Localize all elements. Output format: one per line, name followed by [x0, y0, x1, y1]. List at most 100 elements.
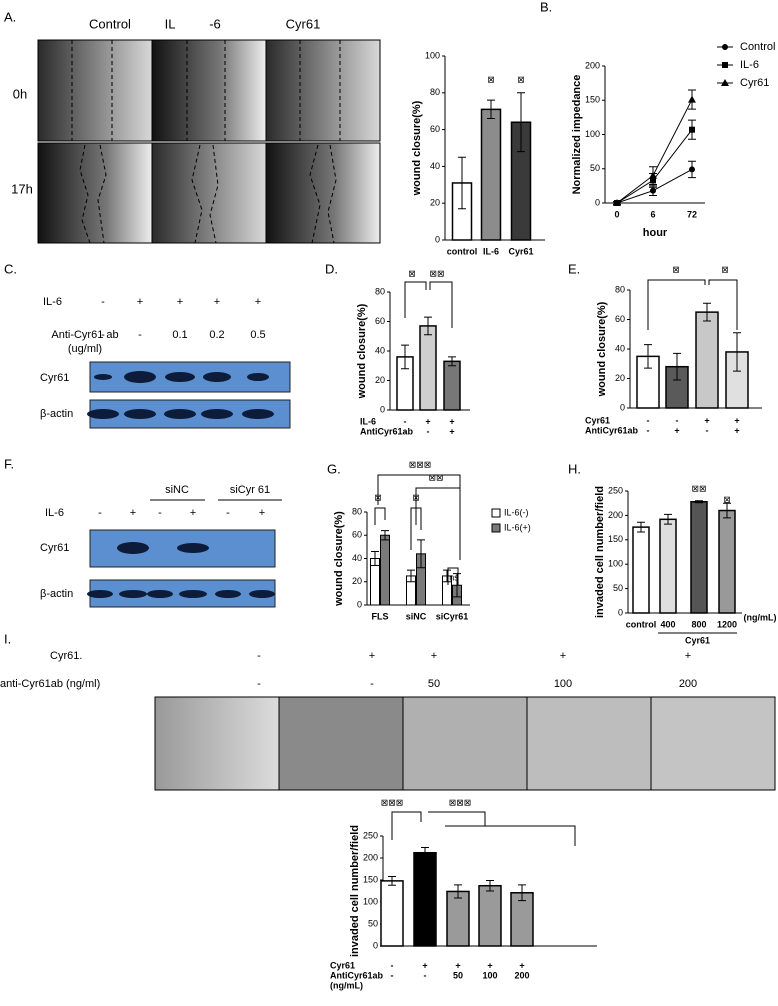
x-tick-label: 72	[687, 209, 697, 219]
treatment-value: -	[257, 678, 261, 690]
treatment-value: +	[137, 296, 143, 308]
bar	[380, 880, 404, 947]
significance-bracket	[391, 811, 422, 840]
error-bar	[695, 500, 703, 504]
treatment-label: IL-6	[45, 507, 64, 519]
y-tick-label: 60	[615, 314, 625, 324]
error-bar	[487, 99, 495, 120]
panel-label: I.	[4, 631, 11, 646]
treatment-value: 0.1	[172, 329, 187, 341]
y-tick-label: 0	[380, 404, 385, 414]
treatment-value: +	[259, 507, 265, 519]
treatment-value: -	[257, 650, 261, 662]
condition-label: AntiCyr61ab	[360, 426, 414, 436]
error-bar	[518, 884, 526, 902]
column-label: -6	[209, 16, 221, 31]
bar	[380, 534, 390, 606]
treatment-value: 200	[679, 678, 697, 690]
y-tick-label: 100	[425, 50, 440, 60]
y-tick-label: 100	[608, 559, 623, 569]
condition-label: Cyr61	[585, 415, 610, 425]
error-bar	[688, 160, 696, 179]
legend-label: Cyr61	[740, 77, 769, 89]
error-bar	[407, 569, 415, 583]
panel-label: C.	[4, 261, 17, 276]
treatment-value: +	[560, 650, 566, 662]
condition-value: -	[647, 425, 650, 435]
condition-value: +	[704, 415, 709, 425]
x-axis-label: hour	[643, 227, 668, 239]
treatment-label: Anti-Cyr61 ab	[51, 329, 118, 341]
legend-label: IL-6	[740, 59, 759, 71]
significance-bracket	[428, 811, 486, 826]
y-tick-label: 60	[430, 124, 440, 134]
scratch-images	[37, 39, 381, 244]
error-bar	[486, 879, 494, 892]
bar	[690, 500, 708, 614]
annotation: ⊠	[723, 494, 731, 504]
x-tick-label: 1200	[717, 619, 737, 629]
y-tick-label: 80	[375, 286, 385, 296]
column-label: Control	[89, 16, 131, 31]
treatment-value: 100	[554, 678, 572, 690]
y-axis-label: Normalized impedance	[571, 75, 583, 195]
legend-label: Control	[740, 41, 775, 53]
error-bar	[649, 166, 657, 186]
condition-value: -	[391, 970, 394, 980]
point	[688, 95, 696, 103]
annotation: ⊠⊠	[428, 472, 443, 482]
point	[689, 126, 695, 133]
treatment-value: 50	[428, 678, 440, 690]
annotation: ⊠⊠⊠	[381, 797, 404, 807]
column-label: Cyr61	[286, 16, 321, 31]
treatment-value: -	[101, 329, 105, 341]
point	[722, 62, 728, 68]
treatment-value: +	[190, 507, 196, 519]
y-tick-label: 0	[435, 234, 440, 244]
treatment-value: +	[130, 507, 136, 519]
point	[613, 199, 621, 206]
condition-label: AntiCyr61ab	[330, 970, 384, 980]
bar	[419, 325, 437, 411]
y-tick-label: 0	[373, 940, 378, 950]
x-tick-label: 0	[614, 209, 619, 219]
error-bar	[688, 89, 696, 110]
row-label: 17h	[11, 181, 33, 196]
error-bar	[644, 344, 652, 369]
condition-value: -	[676, 415, 679, 425]
treatment-value: +	[255, 296, 261, 308]
bar	[659, 518, 677, 614]
treatment-value: -	[98, 507, 102, 519]
legend-swatch	[491, 523, 501, 533]
annotation: ⊠	[374, 492, 382, 502]
y-tick-label: 80	[615, 284, 625, 294]
annotation: ns	[449, 572, 459, 582]
condition-label: Cyr61	[330, 960, 355, 970]
error-bar	[453, 573, 461, 598]
y-tick-label: 100	[363, 896, 378, 906]
treatment-label: (ug/ml)	[68, 343, 102, 355]
y-tick-label: 200	[608, 510, 623, 520]
condition-value: +	[449, 416, 454, 426]
bar	[478, 884, 502, 947]
error-bar	[703, 302, 711, 322]
error-bar	[688, 119, 696, 140]
annotation: ⊠	[408, 268, 416, 278]
unit-label: (ng/mL)	[744, 612, 777, 622]
y-tick-label: 20	[375, 375, 385, 385]
condition-value: -	[706, 425, 709, 435]
significance-bracket	[410, 507, 422, 550]
bar	[632, 526, 650, 614]
annotation: ⊠⊠	[691, 483, 706, 493]
bar	[413, 851, 437, 947]
y-axis-label: wound closure(%)	[333, 511, 345, 607]
y-tick-label: 40	[352, 553, 362, 563]
point	[689, 166, 695, 173]
error-bar	[723, 502, 731, 519]
x-tick-label: Cyr61	[508, 246, 533, 256]
error-bar	[517, 92, 525, 153]
annotation: ⊠	[412, 492, 420, 502]
significance-bracket	[377, 474, 461, 560]
annotation: ⊠⊠⊠	[409, 459, 432, 469]
x-tick-label: control	[626, 619, 657, 629]
